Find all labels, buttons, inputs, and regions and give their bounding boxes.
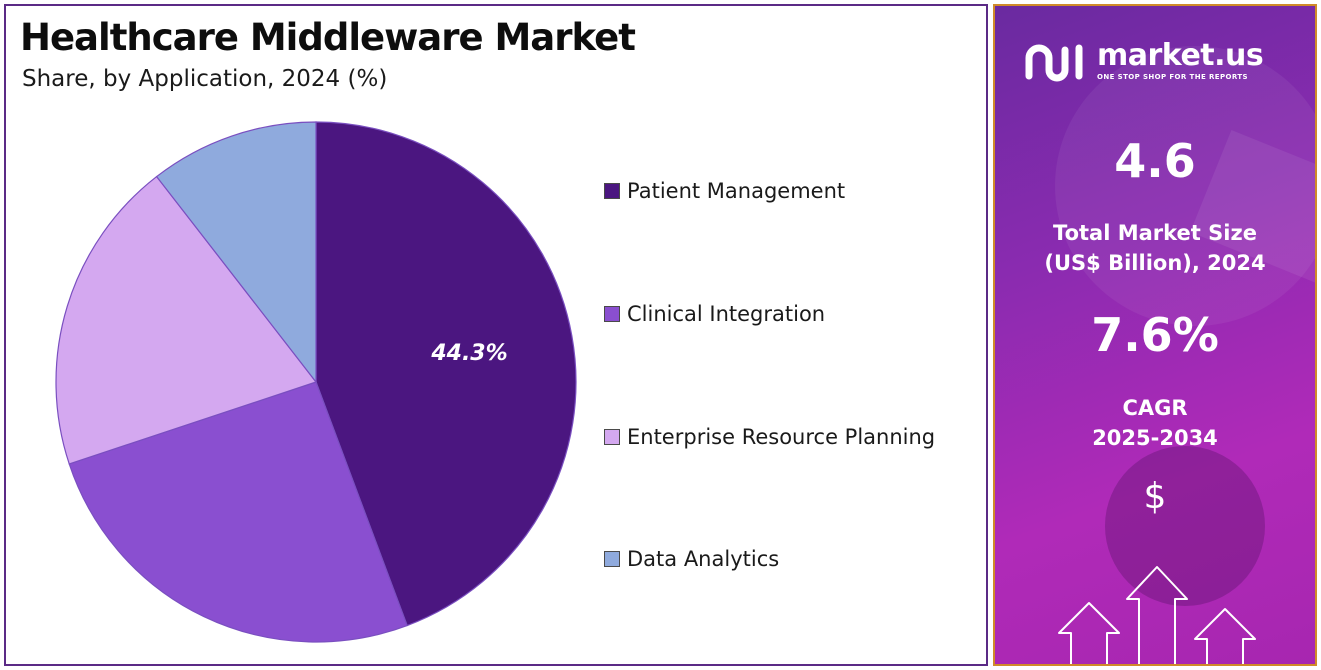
market-size-label: Total Market Size (US$ Billion), 2024: [1044, 221, 1266, 275]
cagr-value: 7.6%: [1091, 308, 1219, 362]
chart-title: Healthcare Middleware Market: [20, 16, 636, 59]
pie-chart: 44.3%: [55, 121, 577, 643]
chart-subtitle: Share, by Application, 2024 (%): [22, 66, 388, 92]
legend-label: Enterprise Resource Planning: [627, 425, 936, 449]
chart-panel: Healthcare Middleware Market Share, by A…: [4, 4, 988, 666]
pie-slice-patient-management: [315, 121, 577, 627]
pie-slice-clinical-integration: [68, 381, 408, 643]
brand: market.us ONE STOP SHOP FOR THE REPORTS: [1023, 38, 1264, 82]
market-summary-panel: market.us ONE STOP SHOP FOR THE REPORTS …: [993, 4, 1317, 666]
background-cup: [1105, 446, 1265, 606]
growth-arrows-icon: [1058, 566, 1256, 664]
background-glow: [1055, 46, 1315, 326]
legend-item-enterprise-resource-planning: Enterprise Resource Planning: [604, 425, 935, 449]
legend-item-data-analytics: Data Analytics: [604, 547, 779, 571]
market-us-logo-icon: [1025, 44, 1083, 82]
pie-slice-enterprise-resource-planning: [55, 175, 317, 465]
market-size-value: 4.6: [1114, 134, 1196, 188]
brand-tagline: ONE STOP SHOP FOR THE REPORTS: [1097, 73, 1248, 81]
brand-name: market.us: [1097, 38, 1264, 73]
legend-swatch-data-analytics: [604, 551, 620, 567]
legend-label: Clinical Integration: [627, 302, 826, 326]
dollar-icon: $: [1143, 476, 1167, 517]
legend-item-clinical-integration: Clinical Integration: [604, 302, 825, 326]
legend-swatch-enterprise-resource-planning: [604, 429, 620, 445]
pie-slice-data-analytics: [155, 121, 317, 384]
data-label-patient-management: 44.3%: [430, 341, 507, 366]
legend-label: Data Analytics: [627, 547, 780, 571]
legend-item-patient-management: Patient Management: [604, 179, 845, 203]
legend-swatch-clinical-integration: [604, 306, 620, 322]
cagr-label: CAGR 2025-2034: [1092, 396, 1218, 450]
legend-label: Patient Management: [627, 179, 846, 203]
legend-swatch-patient-management: [604, 183, 620, 199]
